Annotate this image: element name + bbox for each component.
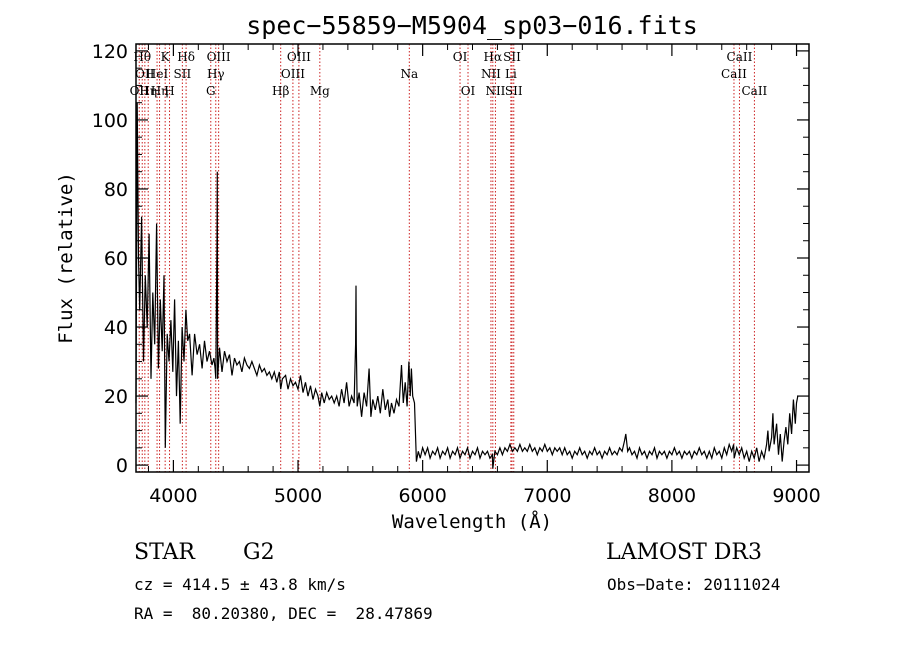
y-tick-label: 120 — [92, 41, 128, 63]
line-marker-label: Hδ — [177, 50, 195, 64]
x-tick-label: 6000 — [398, 485, 446, 507]
line-marker-label: SII — [174, 67, 192, 81]
x-tick-label: 9000 — [772, 485, 820, 507]
line-marker-label: Na — [400, 67, 418, 81]
line-marker-label: SII — [505, 84, 523, 98]
line-marker-label: CaII — [741, 84, 767, 98]
line-marker-label: NII — [485, 84, 505, 98]
spectrum-line — [135, 102, 799, 469]
obs-date-text: Obs−Date: 20111024 — [607, 575, 781, 594]
y-tick-label: 20 — [104, 386, 128, 408]
line-marker-label: CaII — [721, 67, 747, 81]
line-marker-labels: OIIHθOIIHηHeIHηKHSIIHδGHγOIIIHβOIIIOIIIM… — [130, 50, 768, 98]
object-subclass: G2 — [243, 540, 275, 565]
line-marker-label: OIII — [207, 50, 231, 64]
y-tick-label: 60 — [104, 248, 128, 270]
object-class: STAR — [134, 540, 195, 565]
line-marker-label: NII — [481, 67, 501, 81]
y-tick-label: 0 — [116, 455, 128, 477]
line-markers — [138, 44, 755, 472]
line-marker-label: HeI — [146, 67, 169, 81]
line-marker-label: SII — [503, 50, 521, 64]
chart-title: spec−55859−M5904_sp03−016.fits — [246, 11, 698, 40]
line-marker-label: H — [164, 84, 174, 98]
line-marker-label: OI — [453, 50, 468, 64]
line-marker-label: Hγ — [207, 67, 225, 81]
y-axis-label: Flux (relative) — [55, 172, 77, 344]
line-marker-label: OII — [135, 67, 155, 81]
x-tick-label: 8000 — [648, 485, 696, 507]
y-tick-label: 40 — [104, 317, 128, 339]
line-marker-label: G — [206, 84, 216, 98]
line-marker-label: CaII — [727, 50, 753, 64]
x-tick-label: 4000 — [149, 485, 197, 507]
x-axis-ticks: 4000 5000 6000 7000 8000 9000 — [147, 44, 821, 507]
line-marker-label: Hη — [151, 84, 169, 98]
line-marker-label: K — [161, 50, 171, 64]
redshift-text: cz = 414.5 ± 43.8 km/s — [134, 575, 346, 594]
x-axis-label: Wavelength (Å) — [392, 510, 552, 533]
y-tick-label: 100 — [92, 110, 128, 132]
line-marker-label: Hη — [139, 84, 157, 98]
line-marker-label: Mg — [310, 84, 330, 98]
x-tick-label: 7000 — [523, 485, 571, 507]
x-tick-label: 5000 — [274, 485, 322, 507]
line-marker-label: OIII — [287, 50, 311, 64]
line-marker-label: Hβ — [272, 84, 289, 98]
y-tick-label: 80 — [104, 179, 128, 201]
survey-name: LAMOST DR3 — [606, 540, 762, 565]
line-marker-label: OIII — [281, 67, 305, 81]
line-marker-label: OII — [130, 84, 150, 98]
y-axis-ticks: 0 20 40 60 80 100 120 — [92, 41, 809, 477]
line-marker-label: OI — [461, 84, 476, 98]
coords-text: RA = 80.20380, DEC = 28.47869 — [134, 604, 433, 623]
line-marker-label: Hθ — [133, 50, 151, 64]
line-marker-label: Li — [505, 67, 517, 81]
plot-frame — [135, 43, 810, 473]
line-marker-label: Hα — [484, 50, 503, 64]
